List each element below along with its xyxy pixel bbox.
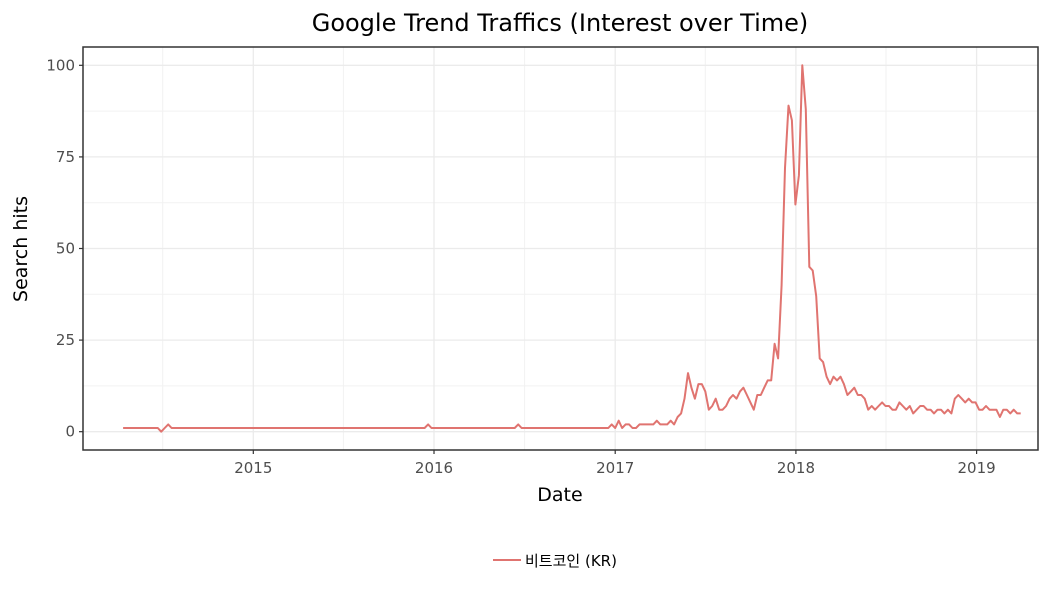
legend-label: 비트코인 (KR) (525, 552, 617, 570)
y-axis-ticks: 0 25 50 75 100 (46, 56, 83, 441)
x-axis-ticks: 2015 2016 2017 2018 2019 (234, 450, 996, 477)
x-axis-title: Date (537, 484, 582, 506)
x-tick-label: 2017 (596, 459, 634, 477)
y-tick-label: 25 (56, 331, 75, 349)
y-axis-title: Search hits (10, 196, 32, 302)
y-tick-label: 0 (65, 423, 75, 441)
chart-title: Google Trend Traffics (Interest over Tim… (312, 9, 809, 37)
x-tick-label: 2016 (415, 459, 453, 477)
x-tick-label: 2019 (958, 459, 996, 477)
major-gridlines (83, 47, 1038, 450)
x-tick-label: 2018 (777, 459, 815, 477)
y-tick-label: 100 (46, 56, 75, 74)
y-tick-label: 50 (56, 240, 75, 258)
x-tick-label: 2015 (234, 459, 272, 477)
legend: 비트코인 (KR) (493, 552, 617, 570)
minor-gridlines (83, 47, 1038, 450)
y-tick-label: 75 (56, 148, 75, 166)
series-line-bitcoin-kr (123, 64, 1021, 433)
